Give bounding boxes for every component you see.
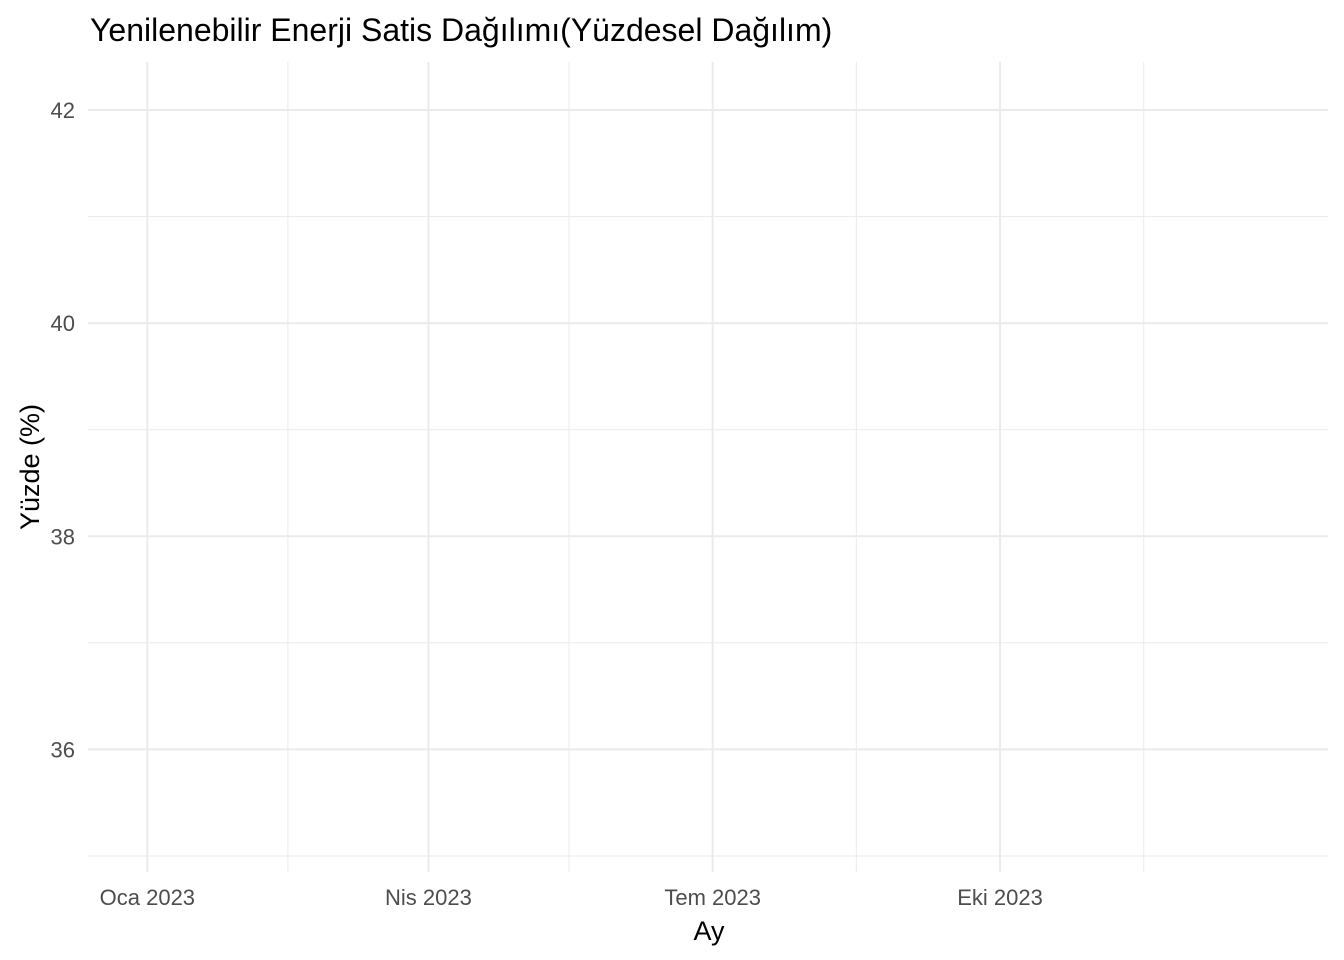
x-tick-labels: Oca 2023 Nis 2023 Tem 2023 Eki 2023: [100, 885, 1043, 910]
y-axis-title: Yüzde (%): [15, 404, 45, 530]
y-tick-label: 42: [51, 98, 75, 123]
x-tick-label: Tem 2023: [664, 885, 761, 910]
y-tick-labels: 36 38 40 42: [51, 98, 75, 762]
x-axis-title: Ay: [693, 916, 725, 946]
chart-title: Yenilenebilir Enerji Satis Dağılımı(Yüzd…: [90, 12, 832, 48]
grid-layer: [88, 62, 1328, 872]
y-tick-label: 38: [51, 524, 75, 549]
x-tick-label: Oca 2023: [100, 885, 195, 910]
x-tick-label: Eki 2023: [957, 885, 1043, 910]
x-tick-label: Nis 2023: [385, 885, 472, 910]
y-tick-label: 36: [51, 737, 75, 762]
y-tick-label: 40: [51, 311, 75, 336]
